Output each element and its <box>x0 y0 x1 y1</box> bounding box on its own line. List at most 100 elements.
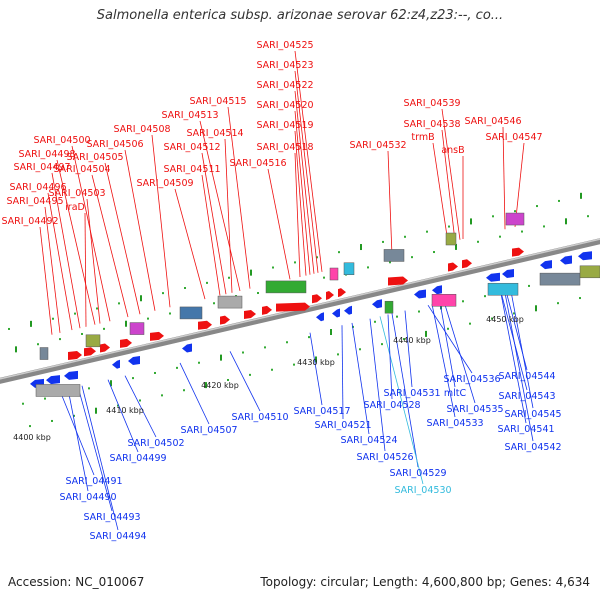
reverse-gene-arrow[interactable] <box>578 251 592 261</box>
top-gene-label[interactable]: SARI_04512 <box>163 142 220 153</box>
reverse-gene-arrow[interactable] <box>502 268 514 278</box>
forward-gene-arrow[interactable] <box>244 310 256 320</box>
forward-gene-arrow[interactable] <box>262 305 272 315</box>
top-gene-label[interactable]: SARI_04503 <box>48 188 105 199</box>
bottom-gene-label[interactable]: SARI_04528 <box>363 400 420 411</box>
forward-gene-arrow[interactable] <box>100 343 110 353</box>
reverse-gene-arrow[interactable] <box>316 312 324 322</box>
bottom-gene-label[interactable]: SARI_04499 <box>109 453 166 464</box>
top-gene-label[interactable]: SARI_04513 <box>161 110 218 121</box>
top-gene-label[interactable]: SARI_04495 <box>6 196 63 207</box>
reverse-gene-arrow[interactable] <box>182 343 192 353</box>
forward-gene-arrow[interactable] <box>120 338 132 348</box>
top-gene-label[interactable]: SARI_04505 <box>66 152 123 163</box>
top-gene-label[interactable]: trmB <box>411 132 434 143</box>
top-gene-label[interactable]: SARI_04547 <box>485 132 542 143</box>
bottom-gene-label[interactable]: SARI_04535 <box>446 404 503 415</box>
forward-gene-arrow[interactable] <box>312 294 322 304</box>
gene-box[interactable] <box>35 384 81 397</box>
reverse-gene-arrow[interactable] <box>414 289 426 299</box>
bottom-gene-label[interactable]: SARI_04526 <box>356 452 413 463</box>
top-gene-label[interactable]: iraD <box>65 202 85 213</box>
gene-box[interactable] <box>384 300 394 314</box>
bottom-gene-label[interactable]: SARI_04491 <box>65 476 122 487</box>
gene-box[interactable] <box>179 306 203 320</box>
top-gene-label[interactable]: SARI_04500 <box>33 135 90 146</box>
forward-gene-arrow[interactable] <box>338 288 346 298</box>
forward-gene-arrow[interactable] <box>84 347 96 357</box>
forward-gene-arrow[interactable] <box>326 290 334 300</box>
forward-gene-arrow[interactable] <box>68 351 82 361</box>
top-gene-label[interactable]: SARI_04538 <box>403 119 460 130</box>
reverse-gene-arrow[interactable] <box>372 299 382 309</box>
gene-box[interactable] <box>579 265 600 279</box>
top-gene-label[interactable]: SARI_04498 <box>18 149 75 160</box>
top-gene-label[interactable]: SARI_04497 <box>13 162 70 173</box>
bottom-gene-label[interactable]: SARI_04524 <box>340 435 397 446</box>
forward-gene-arrow[interactable] <box>198 320 212 330</box>
gene-box[interactable] <box>329 267 339 281</box>
top-gene-label[interactable]: SARI_04518 <box>256 142 313 153</box>
bottom-gene-label[interactable]: SARI_04490 <box>59 492 116 503</box>
bottom-gene-label[interactable]: mltC <box>444 388 467 399</box>
reverse-gene-arrow[interactable] <box>432 285 442 295</box>
forward-gene-arrow[interactable] <box>512 247 524 257</box>
top-gene-label[interactable]: SARI_04492 <box>1 216 58 227</box>
forward-gene-arrow[interactable] <box>220 315 230 325</box>
top-gene-label[interactable]: SARI_04515 <box>189 96 246 107</box>
bottom-gene-label[interactable]: SARI_04529 <box>389 468 446 479</box>
top-gene-label[interactable]: ansB <box>441 145 464 156</box>
bottom-gene-label[interactable]: SARI_04521 <box>314 420 371 431</box>
top-gene-label[interactable]: SARI_04504 <box>53 164 110 175</box>
feature-labels[interactable]: SARI_04525 SARI_04523 SARI_04522 SARI_04520… <box>1 40 561 542</box>
top-gene-label[interactable]: SARI_04523 <box>256 60 313 71</box>
forward-gene-arrow[interactable] <box>276 302 310 312</box>
feature-track[interactable] <box>30 212 600 397</box>
gene-box[interactable] <box>505 212 525 226</box>
top-gene-label[interactable]: SARI_04532 <box>349 140 406 151</box>
top-gene-label[interactable]: SARI_04520 <box>256 100 313 111</box>
bottom-gene-label[interactable]: SARI_04494 <box>89 531 146 542</box>
gene-box[interactable] <box>539 272 581 286</box>
top-gene-label[interactable]: SARI_04525 <box>256 40 313 51</box>
top-gene-label[interactable]: SARI_04496 <box>9 182 66 193</box>
reverse-gene-arrow[interactable] <box>112 359 120 369</box>
top-gene-label[interactable]: SARI_04509 <box>136 178 193 189</box>
bottom-gene-label[interactable]: SARI_04530 <box>394 485 451 496</box>
gene-box[interactable] <box>445 232 457 246</box>
reverse-gene-arrow[interactable] <box>64 370 78 380</box>
bottom-gene-label[interactable]: SARI_04536 <box>443 374 500 385</box>
reverse-gene-arrow[interactable] <box>560 255 572 265</box>
bottom-gene-label[interactable]: SARI_04531 <box>383 388 440 399</box>
bottom-gene-label[interactable]: SARI_04533 <box>426 418 483 429</box>
top-gene-label[interactable]: SARI_04511 <box>163 164 220 175</box>
forward-gene-arrow[interactable] <box>388 276 408 286</box>
gene-box[interactable] <box>431 294 457 307</box>
reverse-gene-arrow[interactable] <box>540 260 552 270</box>
bottom-gene-label[interactable]: SARI_04545 <box>504 409 561 420</box>
forward-gene-arrow[interactable] <box>448 262 458 272</box>
reverse-gene-arrow[interactable] <box>486 272 500 282</box>
top-gene-label[interactable]: SARI_04539 <box>403 98 460 109</box>
top-gene-label[interactable]: SARI_04516 <box>229 158 286 169</box>
top-gene-label[interactable]: SARI_04506 <box>86 139 143 150</box>
gene-box[interactable] <box>343 262 355 276</box>
bottom-gene-label[interactable]: SARI_04510 <box>231 412 288 423</box>
bottom-gene-label[interactable]: SARI_04542 <box>504 442 561 453</box>
bottom-gene-label[interactable]: SARI_04543 <box>498 391 555 402</box>
gene-box[interactable] <box>383 249 405 262</box>
bottom-gene-label[interactable]: SARI_04517 <box>293 406 350 417</box>
top-gene-label[interactable]: SARI_04514 <box>186 128 243 139</box>
reverse-gene-arrow[interactable] <box>46 375 60 385</box>
gene-box[interactable] <box>129 322 145 335</box>
top-gene-label[interactable]: SARI_04522 <box>256 80 313 91</box>
gene-box[interactable] <box>265 280 307 294</box>
gene-box[interactable] <box>85 334 101 348</box>
top-gene-label[interactable]: SARI_04546 <box>464 116 521 127</box>
reverse-gene-arrow[interactable] <box>332 308 340 318</box>
gene-box[interactable] <box>487 282 519 296</box>
gene-box[interactable] <box>39 347 49 360</box>
bottom-gene-label[interactable]: SARI_04502 <box>127 438 184 449</box>
forward-gene-arrow[interactable] <box>150 331 164 341</box>
